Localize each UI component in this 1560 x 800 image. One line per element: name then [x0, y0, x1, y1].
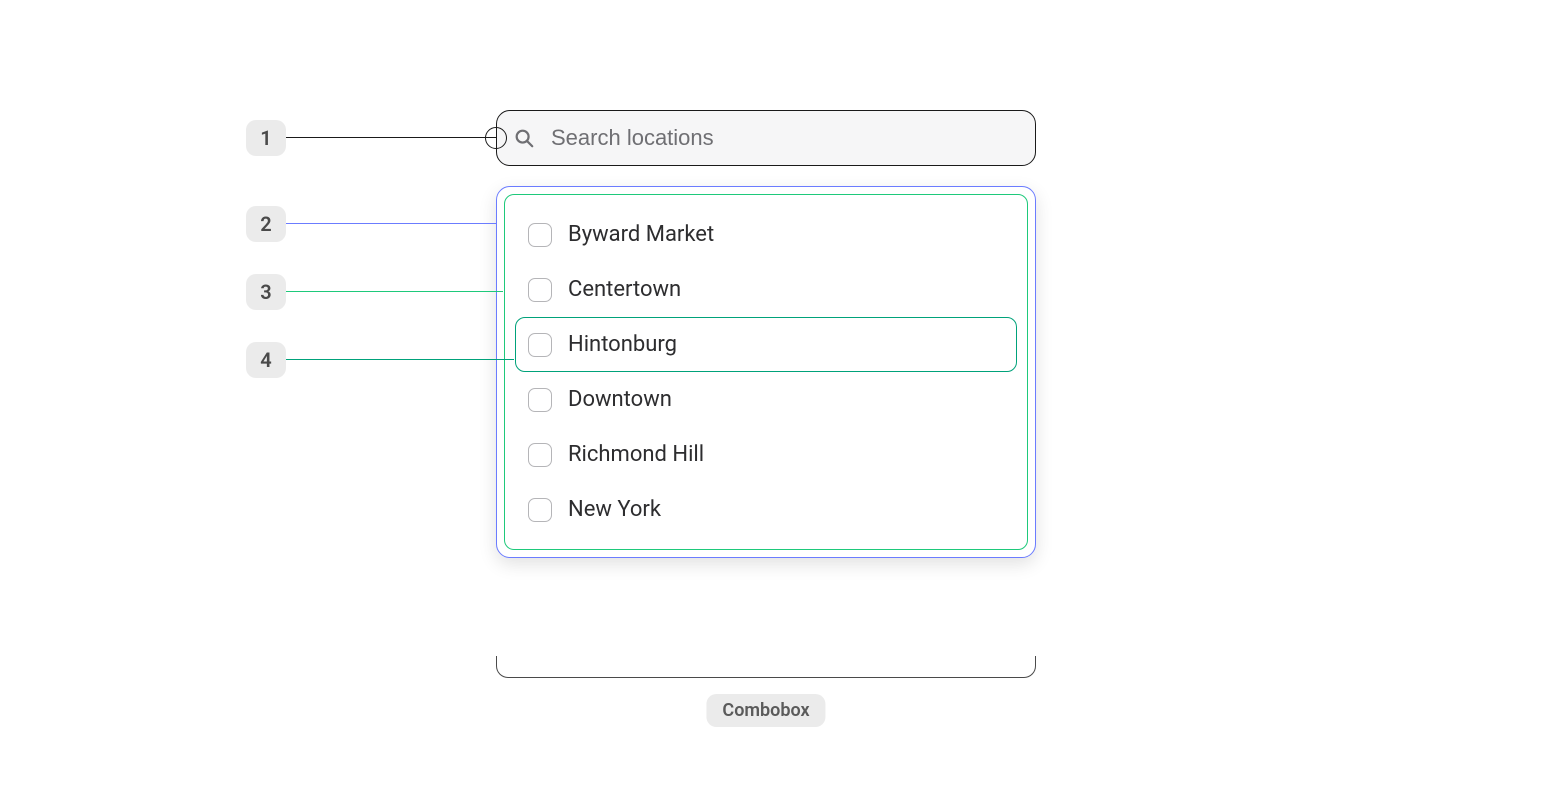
annotation-badge: 4	[246, 342, 286, 378]
annotation-connector	[286, 359, 514, 360]
combobox-option[interactable]: Downtown	[515, 372, 1017, 427]
annotation-marker-circle	[485, 127, 507, 149]
checkbox-icon[interactable]	[528, 498, 552, 522]
checkbox-icon[interactable]	[528, 388, 552, 412]
annotation-connector	[286, 137, 496, 138]
annotation-connector	[286, 223, 496, 224]
option-label: Downtown	[568, 387, 672, 412]
search-icon	[513, 127, 535, 149]
checkbox-icon[interactable]	[528, 443, 552, 467]
option-label: New York	[568, 497, 661, 522]
search-input[interactable]	[549, 124, 1019, 152]
combobox-option[interactable]: New York	[515, 482, 1017, 537]
option-label: Hintonburg	[568, 332, 677, 357]
combobox-popover: Byward Market Centertown Hintonburg Downtow…	[496, 186, 1036, 558]
annotation-badge: 3	[246, 274, 286, 310]
combobox-option[interactable]: Centertown	[515, 262, 1017, 317]
annotation-badge: 1	[246, 120, 286, 156]
annotation-badge: 2	[246, 206, 286, 242]
option-label: Richmond Hill	[568, 442, 704, 467]
checkbox-icon[interactable]	[528, 278, 552, 302]
combobox-listbox: Byward Market Centertown Hintonburg Downtow…	[504, 194, 1028, 550]
option-label: Byward Market	[568, 222, 714, 247]
annotation-connector	[286, 291, 503, 292]
search-field[interactable]	[496, 110, 1036, 166]
caption-bracket	[496, 656, 1036, 678]
combobox-option[interactable]: Hintonburg	[515, 317, 1017, 372]
caption-label: Combobox	[706, 694, 825, 727]
checkbox-icon[interactable]	[528, 223, 552, 247]
combobox-option[interactable]: Richmond Hill	[515, 427, 1017, 482]
checkbox-icon[interactable]	[528, 333, 552, 357]
option-label: Centertown	[568, 277, 681, 302]
combobox-option[interactable]: Byward Market	[515, 207, 1017, 262]
